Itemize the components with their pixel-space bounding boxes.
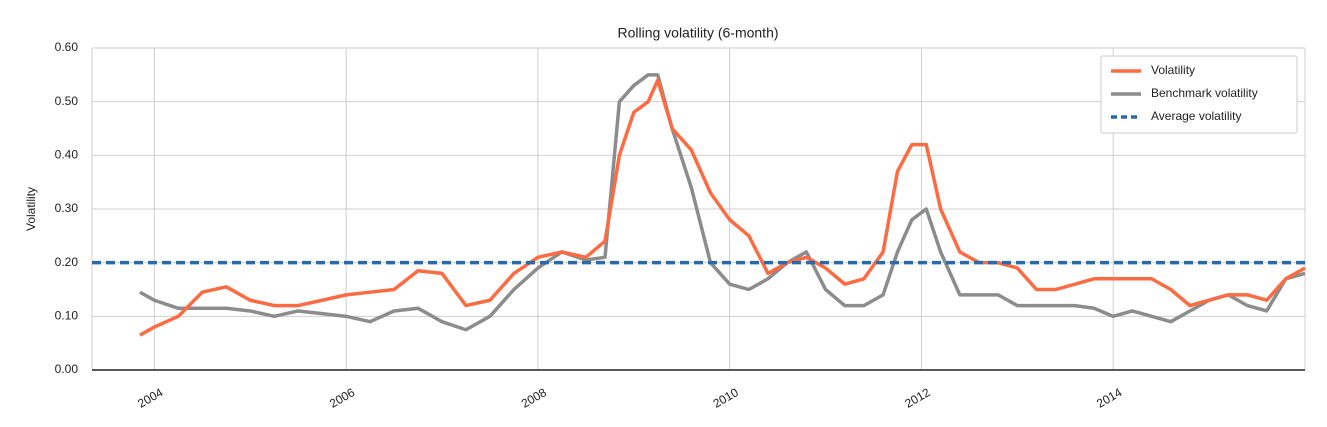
legend-label: Benchmark volatility: [1151, 86, 1258, 100]
x-tick-label: 2008: [519, 385, 549, 411]
y-axis-label: Volatility: [24, 187, 38, 231]
y-tick-label: 0.00: [55, 362, 79, 376]
y-tick-label: 0.30: [55, 201, 79, 215]
series-line: [139, 73, 1306, 332]
y-tick-label: 0.20: [55, 255, 79, 269]
legend-label: Volatility: [1151, 63, 1195, 77]
x-tick-label: 2004: [135, 385, 165, 411]
legend-box: [1100, 55, 1298, 134]
x-tick-label: 2006: [327, 385, 357, 411]
legend-label: Average volatility: [1151, 109, 1242, 123]
y-tick-label: 0.40: [55, 148, 79, 162]
x-tick-label: 2012: [902, 385, 932, 411]
chart-title: Rolling volatility (6-month): [617, 25, 778, 41]
y-tick-label: 0.50: [55, 94, 79, 108]
x-tick-label: 2010: [711, 385, 741, 411]
series-line: [139, 78, 1306, 337]
x-tick-label: 2014: [1094, 385, 1124, 411]
y-tick-label: 0.60: [55, 40, 79, 54]
y-tick-label: 0.10: [55, 309, 79, 323]
